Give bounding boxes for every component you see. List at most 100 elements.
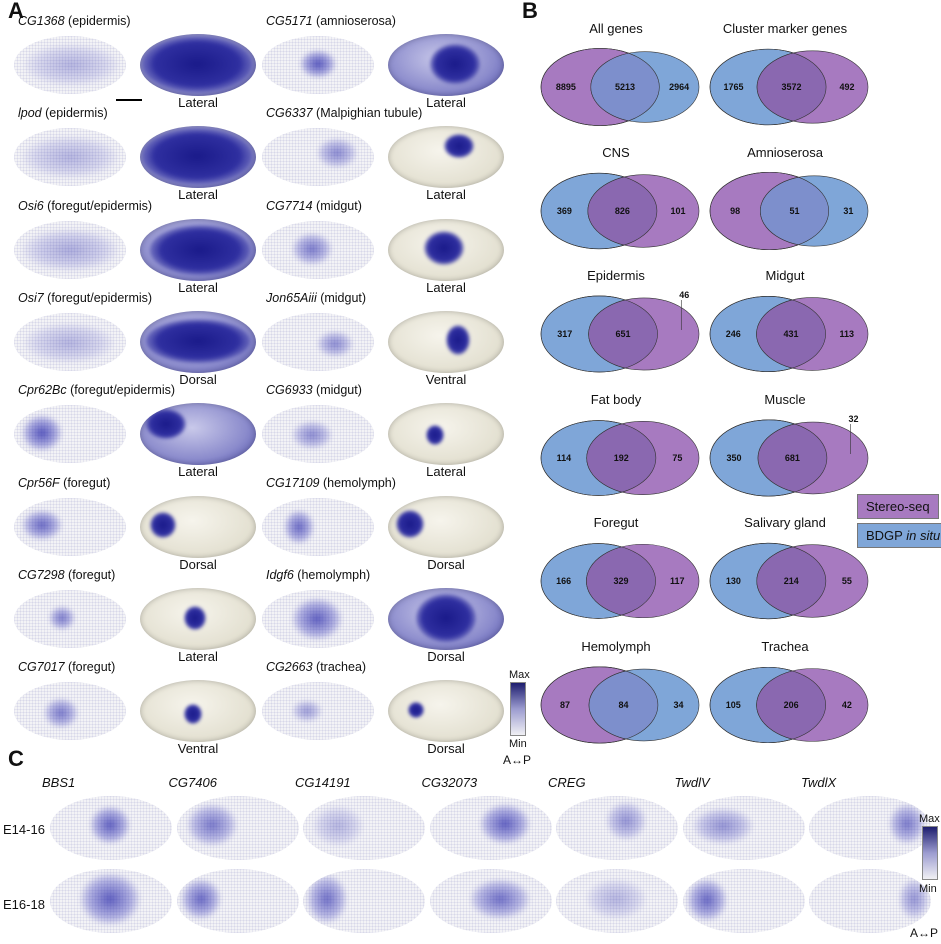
gene-label: BBS1	[42, 775, 76, 790]
view-label: Lateral	[426, 187, 466, 203]
stereo-seq-embryo	[14, 128, 126, 187]
gene-name: CG2663	[266, 660, 313, 675]
legend-bdgp: BDGP in situ	[857, 523, 941, 548]
left-only-count: 105	[726, 700, 741, 710]
view-label: Ventral	[425, 371, 467, 387]
venn-svg: 166 329 117	[540, 543, 700, 619]
set-outline	[709, 295, 826, 373]
tissue-name: (epidermis)	[41, 106, 108, 121]
legend-bdgp-italic: in situ	[906, 528, 941, 543]
stereo-seq-embryo	[809, 869, 931, 933]
expression-hotspot	[292, 597, 342, 640]
tissue-name: (hemolymph)	[319, 475, 396, 490]
gene-name: CG17109	[266, 475, 320, 490]
stereo-seq-embryo	[556, 796, 678, 860]
gene-label: TwdlX	[801, 775, 837, 790]
gene-name: CG7298	[18, 567, 65, 582]
right-only-count: 31	[843, 206, 853, 216]
venn-svg: 87 84 34	[540, 666, 700, 743]
venn-diagram: 246 431 113	[704, 289, 874, 379]
overlap-count: 431	[784, 329, 799, 339]
gene-label: lpod (epidermis)	[18, 106, 108, 120]
left-only-count: 369	[557, 206, 572, 216]
expression-hotspot	[307, 875, 347, 923]
tissue-name: (epidermis)	[64, 14, 131, 28]
venn-title: CNS	[602, 144, 630, 160]
colorbar-c	[922, 826, 938, 880]
in-situ-stain	[142, 128, 252, 185]
legend-stereo-seq: Stereo-seq	[857, 494, 939, 519]
stereo-seq-embryo	[262, 36, 374, 94]
in-situ-stain	[396, 509, 424, 538]
right-only-count: 101	[670, 206, 685, 216]
gene-name: CG6337	[266, 106, 313, 121]
set-outline	[709, 171, 830, 250]
gene-label: CG32073	[421, 775, 478, 790]
gene-label: CG1368 (epidermis)	[18, 14, 131, 28]
gene-name: Idgf6	[266, 567, 294, 582]
stereo-seq-embryo	[14, 497, 126, 556]
gene-label: Cpr56F (foregut)	[18, 476, 110, 490]
tissue-name: (midgut)	[312, 198, 362, 213]
right-only-count: 46	[679, 290, 689, 300]
right-only-count: 113	[840, 329, 855, 339]
venn-diagram: 317 651 46	[535, 289, 705, 379]
in-situ-stain	[150, 224, 250, 275]
venn-title: Hemolymph	[581, 638, 651, 654]
in-situ-stain	[146, 409, 186, 440]
venn-title: Epidermis	[587, 268, 645, 283]
overlap-count: 51	[790, 206, 800, 216]
stereo-seq-embryo	[429, 796, 552, 860]
gene-label: CG14191	[295, 775, 351, 790]
stereo-seq-embryo	[262, 682, 374, 741]
left-only-count: 1765	[723, 82, 743, 92]
venn-title: Cluster marker genes	[722, 21, 848, 36]
venn-svg: 317 651 46	[540, 290, 700, 373]
stereo-seq-embryo	[556, 869, 678, 933]
in-situ-embryo	[388, 587, 504, 650]
view-label: Lateral	[178, 279, 218, 295]
gene-label: CG7017 (foregut)	[18, 660, 115, 674]
left-only-count: 98	[730, 206, 740, 216]
in-situ-stain	[424, 230, 464, 265]
view-label: Lateral	[426, 95, 466, 110]
gene-name: CG7714	[266, 198, 313, 213]
tissue-name: (foregut)	[59, 475, 111, 490]
view-label: Lateral	[178, 187, 218, 203]
stereo-seq-embryo	[14, 36, 126, 94]
right-only-count: 55	[842, 576, 852, 586]
set-outline	[709, 419, 828, 496]
gene-name: Jon65Aiii	[266, 290, 317, 305]
stereo-seq-embryo	[14, 220, 126, 279]
overlap-count: 681	[785, 453, 800, 463]
venn-diagram: 166 329 117	[535, 536, 705, 626]
gene-name: CG7017	[18, 660, 65, 675]
overlap-count: 329	[613, 576, 628, 586]
in-situ-embryo	[388, 218, 504, 281]
venn-svg: 105 206 42	[709, 666, 869, 743]
expression-hotspot	[300, 50, 336, 78]
colorbar-a	[510, 682, 526, 736]
in-situ-embryo	[388, 34, 504, 96]
in-situ-embryo	[388, 403, 504, 466]
stage-label: E16-18	[3, 897, 45, 912]
venn-svg: 350 681 32	[709, 414, 869, 496]
in-situ-stain	[184, 605, 206, 630]
view-label: Lateral	[426, 464, 466, 480]
gene-label: CREG	[548, 775, 586, 790]
gene-label: Osi6 (foregut/epidermis)	[18, 199, 152, 213]
right-only-count: 32	[848, 414, 858, 424]
left-only-count: 114	[557, 453, 572, 463]
gene-name: Cpr56F	[18, 475, 60, 490]
stereo-seq-embryo	[262, 220, 374, 279]
stereo-seq-embryo	[682, 796, 805, 860]
tissue-name: (foregut)	[64, 567, 116, 582]
stereo-seq-embryo	[176, 796, 299, 860]
stereo-seq-embryo	[303, 869, 425, 933]
in-situ-stain	[444, 134, 474, 159]
tissue-name: (hemolymph)	[293, 567, 371, 582]
in-situ-stain	[146, 318, 250, 363]
scale-bar	[116, 99, 142, 101]
stereo-seq-embryo	[682, 869, 805, 933]
in-situ-stain	[430, 44, 480, 84]
